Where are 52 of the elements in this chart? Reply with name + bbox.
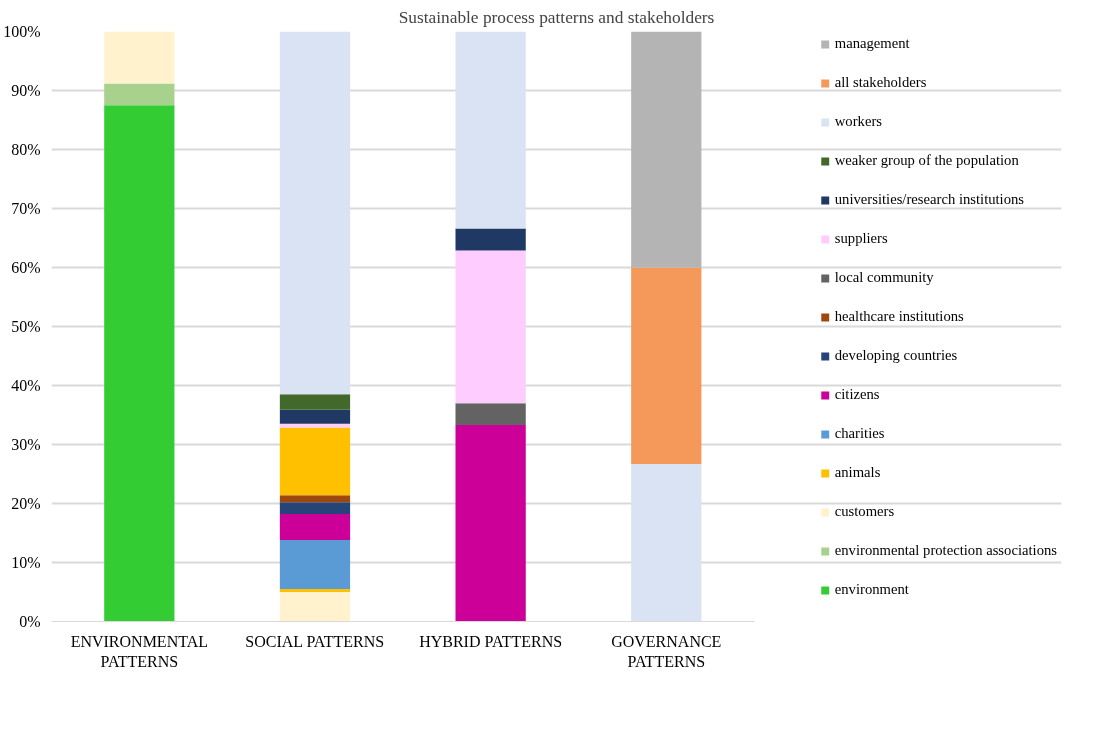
bar <box>279 427 351 496</box>
x-tick-label: SOCIAL PATTERNS <box>245 632 385 650</box>
legend-label: developing countries <box>834 347 958 364</box>
legend-label: healthcare institutions <box>834 308 964 325</box>
bar <box>455 403 526 426</box>
y-tick-label: 60% <box>11 259 41 276</box>
y-tick-label: 80% <box>11 141 41 158</box>
chart-title: Sustainable process patterns and stakeholders <box>398 7 715 27</box>
legend-label: workers <box>834 113 882 130</box>
legend-label: local community <box>834 269 934 286</box>
legend-label: charities <box>834 425 885 442</box>
y-tick-label: 10% <box>11 554 41 571</box>
legend-label: animals <box>834 464 881 481</box>
bar <box>104 83 175 106</box>
bar <box>279 495 351 503</box>
bar <box>279 31 351 395</box>
legend-label: suppliers <box>834 230 888 247</box>
bar <box>455 31 526 229</box>
bar <box>279 540 351 590</box>
bar <box>455 250 526 404</box>
y-tick-label: 90% <box>11 82 41 99</box>
y-tick-label: 30% <box>11 436 41 453</box>
bar <box>279 394 351 410</box>
x-tick-label: HYBRID PATTERNS <box>419 632 563 650</box>
bar <box>631 267 702 464</box>
legend-label: weaker group of the population <box>834 152 1019 169</box>
bar <box>455 425 526 622</box>
bar <box>279 589 351 592</box>
bar <box>104 105 175 622</box>
y-tick-label: 70% <box>11 200 41 217</box>
legend-label: environment <box>834 581 909 598</box>
bar <box>631 463 702 622</box>
y-tick-label: 40% <box>11 377 41 394</box>
y-tick-label: 50% <box>11 318 41 335</box>
bar <box>279 502 351 515</box>
y-tick-label: 100% <box>3 23 41 40</box>
bar <box>104 31 175 84</box>
legend-label: customers <box>834 503 895 520</box>
legend-label: environmental protection associations <box>834 542 1057 559</box>
bar <box>631 31 702 268</box>
legend-label: citizens <box>834 386 880 403</box>
x-tick-label: ENVIRONMENTAL PATTERNS <box>70 632 209 670</box>
bar <box>455 228 526 251</box>
y-tick-label: 0% <box>19 613 41 630</box>
bar <box>279 409 351 424</box>
bar <box>279 514 351 541</box>
bar <box>279 592 351 622</box>
x-tick-label: GOVERNANCE PATTERNS <box>611 632 722 670</box>
legend-label: management <box>834 35 910 52</box>
legend-label: universities/research institutions <box>834 191 1025 208</box>
y-tick-label: 20% <box>11 495 41 512</box>
legend-label: all stakeholders <box>834 74 927 91</box>
